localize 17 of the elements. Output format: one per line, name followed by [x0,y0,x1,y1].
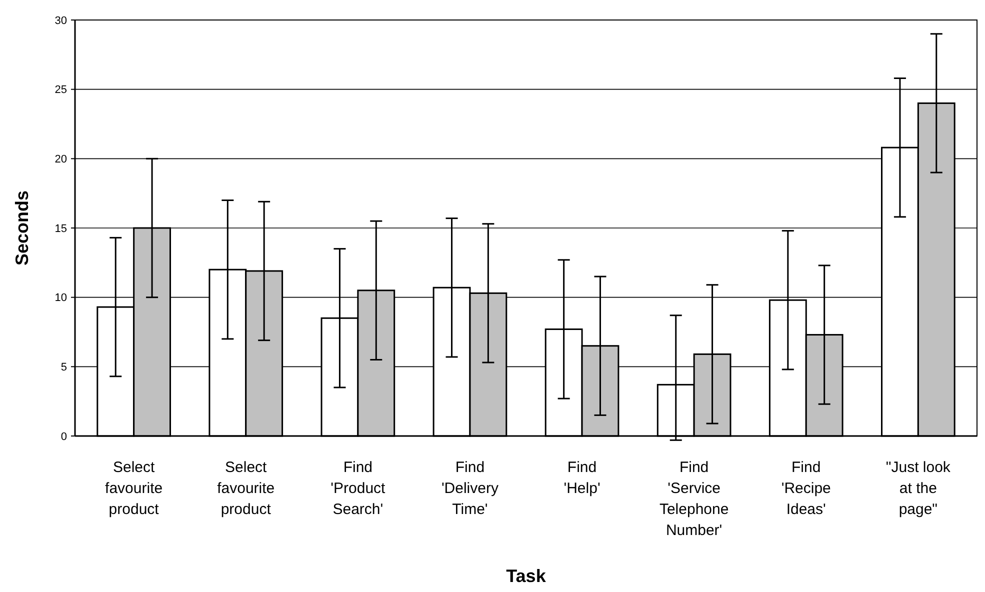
y-tick-label: 25 [54,84,67,96]
y-tick-label: 30 [54,14,67,27]
x-tick-label: Find 'Recipe Ideas' [781,459,831,518]
y-tick-label: 0 [60,430,67,443]
y-axis-title: Seconds [12,190,32,266]
x-tick-label: Select favourite product [105,459,163,518]
x-axis-title: Task [506,566,547,586]
y-tick-label: 20 [54,154,67,166]
y-tick-label: 15 [54,222,67,235]
x-tick-label: Find 'Help' [564,459,600,497]
x-tick-label: Find 'Delivery Time' [441,459,499,518]
y-tick-label: 10 [54,292,67,304]
x-tick-label: Find 'Product Search' [330,459,386,518]
x-tick-label: Find 'Service Telephone Number' [659,459,729,539]
x-tick-label: Select favourite product [217,459,275,518]
y-tick-label: 5 [60,362,67,374]
x-tick-label: "Just look at the page" [886,459,951,518]
